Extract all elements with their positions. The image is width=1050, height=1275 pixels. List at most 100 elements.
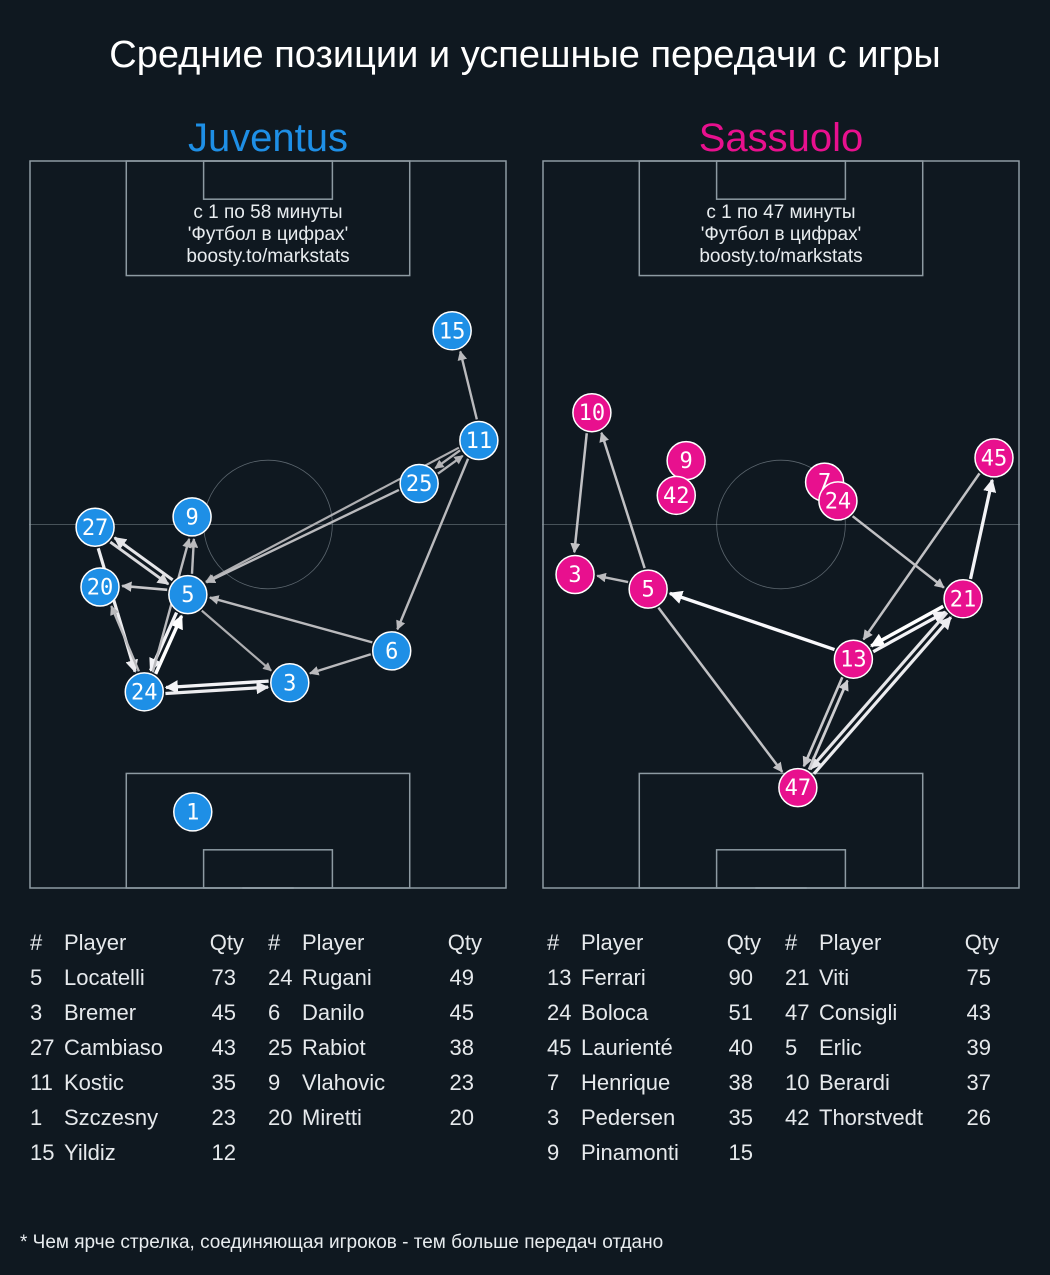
player-marker [778, 767, 818, 808]
pass-arrow-5-3 [201, 609, 272, 672]
header-qty: Qty [726, 930, 761, 955]
pass-arrow-5-3 [596, 572, 629, 584]
player-num: 47 [785, 1000, 810, 1025]
player-num: 21 [785, 965, 810, 990]
pass-arrow-21-47 [808, 611, 949, 771]
player-name: Miretti [302, 1105, 362, 1130]
pitch-markings [29, 160, 507, 889]
pass-arrow-3-24 [164, 679, 269, 694]
pass-arrow-11-15 [457, 350, 478, 420]
center-circle [716, 459, 846, 590]
pass-arrow-13-21 [872, 610, 947, 654]
player-marker [124, 672, 165, 712]
player-node-47: 47 [778, 767, 818, 808]
caption-url: boosty.to/markstats [186, 246, 350, 267]
player-number-label: 5 [181, 583, 194, 608]
player-marker [656, 475, 697, 516]
roster-header: # Player Qty [785, 930, 1025, 965]
player-number-label: 27 [82, 516, 109, 541]
pass-arrows [96, 350, 478, 696]
header-num: # [785, 930, 798, 955]
player-marker [628, 569, 668, 609]
roster-column: # Player Qty 24 Rugani 49 6 Danilo 45 25 Rabiot 38 9… [268, 930, 508, 1140]
team-title-juventus: Juventus [187, 116, 349, 160]
pass-qty: 23 [211, 1105, 236, 1130]
pitch-juventus: 15 11 25 9 27 20 5 6 3 24 1 [29, 160, 507, 889]
player-num: 6 [268, 1000, 281, 1025]
pass-arrow-5-47 [657, 606, 784, 773]
pass-qty: 35 [728, 1105, 753, 1130]
player-name: Szczesny [64, 1105, 159, 1130]
player-name: Cambiaso [64, 1035, 164, 1060]
pass-qty: 73 [211, 965, 236, 990]
roster-row: 10 Berardi 37 [785, 1070, 1025, 1105]
roster-row: 13 Ferrari 90 [547, 965, 787, 1000]
pitch-markings [542, 160, 1020, 889]
pass-qty: 39 [966, 1035, 991, 1060]
pass-arrow-10-3 [570, 433, 588, 554]
player-name: Boloca [581, 1000, 649, 1025]
player-name: Ferrari [581, 965, 646, 990]
header-qty: Qty [447, 930, 482, 955]
roster-row: 7 Henrique 38 [547, 1070, 787, 1105]
player-number-label: 20 [87, 575, 114, 600]
pass-arrow-6-3 [308, 653, 372, 676]
player-nodes: 15 11 25 9 27 20 5 6 3 24 1 [75, 311, 499, 832]
player-num: 5 [785, 1035, 798, 1060]
player-node-21: 21 [943, 579, 983, 619]
pass-arrows [570, 431, 997, 775]
player-num: 25 [268, 1035, 293, 1060]
player-num: 45 [547, 1035, 572, 1060]
player-node-9: 9 [172, 497, 212, 537]
header-player: Player [302, 930, 365, 955]
caption-brand: 'Футбол в цифрах' [700, 224, 862, 245]
pass-qty: 26 [966, 1105, 991, 1130]
roster-header: # Player Qty [547, 930, 787, 965]
player-num: 13 [547, 965, 572, 990]
player-node-3: 3 [270, 663, 310, 703]
player-name: Bremer [64, 1000, 137, 1025]
pass-arrow-13-5 [668, 590, 836, 652]
player-marker [555, 554, 595, 595]
pass-qty: 90 [728, 965, 753, 990]
roster-row: 9 Vlahovic 23 [268, 1070, 508, 1105]
player-name: Vlahovic [302, 1070, 386, 1095]
roster-row: 25 Rabiot 38 [268, 1035, 508, 1070]
player-number-label: 11 [466, 429, 493, 454]
player-name: Laurienté [581, 1035, 673, 1060]
header-player: Player [64, 930, 127, 955]
player-num: 27 [30, 1035, 55, 1060]
player-number-label: 24 [825, 489, 852, 514]
player-number-label: 24 [131, 680, 158, 705]
pass-qty: 12 [211, 1140, 236, 1165]
chart-title: Средние позиции и успешные передачи с иг… [109, 34, 941, 76]
roster-column: # Player Qty 13 Ferrari 90 24 Boloca 51 45 Laurien… [547, 930, 787, 1175]
player-marker [943, 579, 983, 619]
pass-arrow-11-6 [396, 458, 470, 631]
player-node-5: 5 [628, 569, 668, 609]
player-marker [168, 574, 208, 615]
player-node-25: 25 [399, 463, 439, 504]
roster-row: 21 Viti 75 [785, 965, 1025, 1000]
player-node-6: 6 [371, 631, 412, 671]
player-number-label: 1 [186, 800, 199, 825]
pass-arrow-24-9 [151, 537, 192, 673]
roster-row: 9 Pinamonti 15 [547, 1140, 787, 1175]
player-marker [80, 567, 120, 607]
player-num: 24 [547, 1000, 572, 1025]
roster-row: 1 Szczesny 23 [30, 1105, 270, 1140]
pass-arrow-21-45 [968, 478, 997, 580]
pass-qty: 35 [211, 1070, 236, 1095]
player-marker [172, 497, 212, 537]
player-num: 10 [785, 1070, 810, 1095]
player-name: Danilo [302, 1000, 365, 1025]
pass-qty: 75 [966, 965, 991, 990]
player-node-27: 27 [75, 507, 115, 548]
player-node-5: 5 [168, 574, 208, 615]
roster-row: 24 Rugani 49 [268, 965, 508, 1000]
player-number-label: 3 [283, 671, 296, 696]
roster-header: # Player Qty [268, 930, 508, 965]
header-player: Player [819, 930, 882, 955]
player-num: 15 [30, 1140, 55, 1165]
